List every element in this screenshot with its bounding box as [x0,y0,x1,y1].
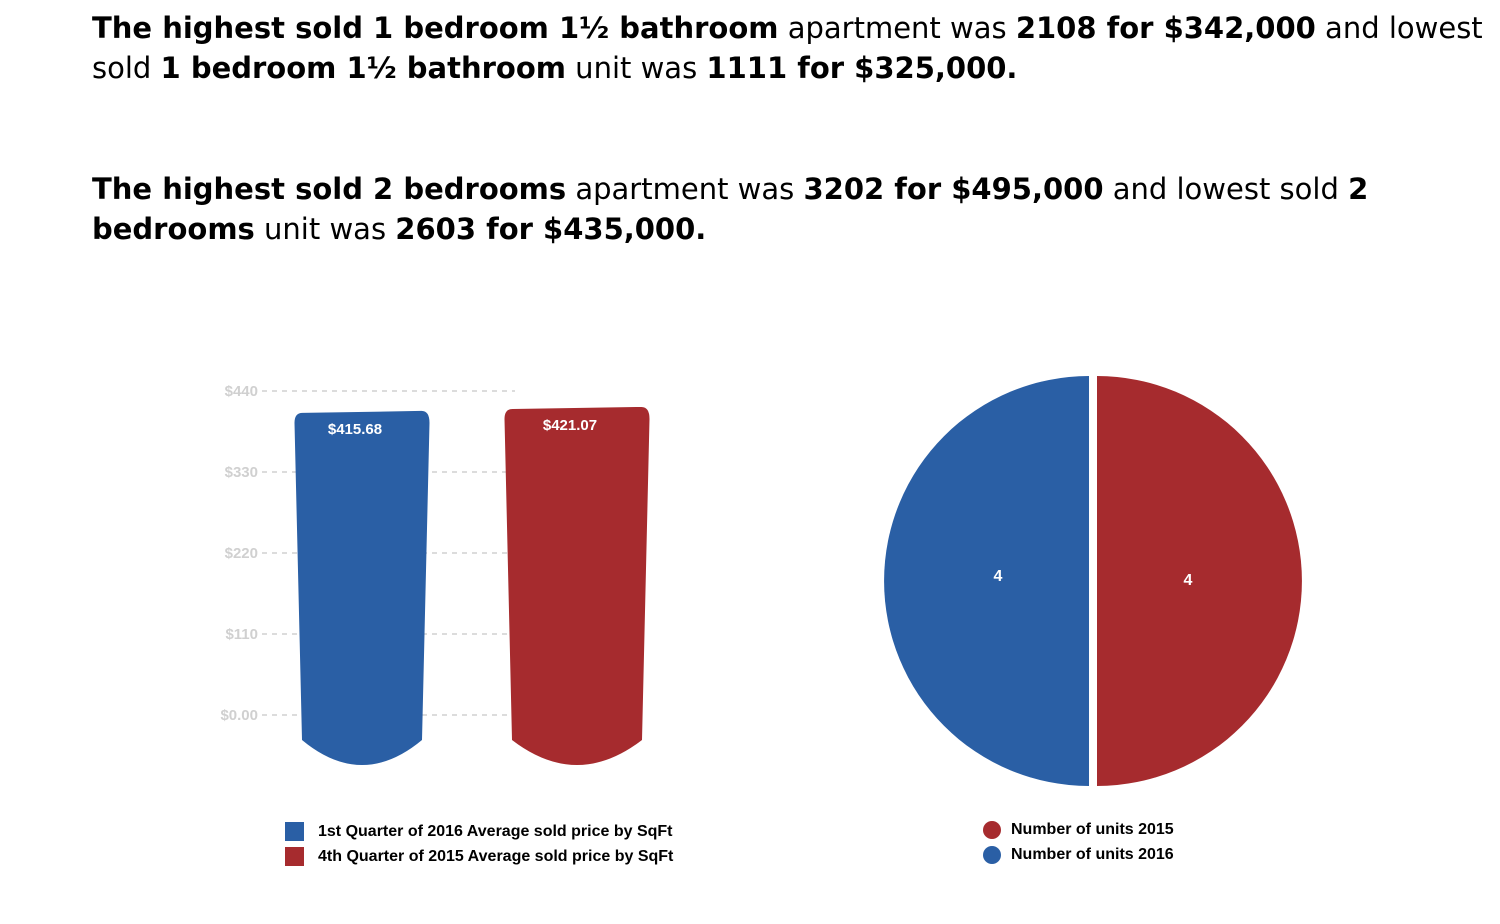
bar-chart: $0.00 $110 $220 $330 $440 $415.68 $421.07 [220,383,650,765]
pie-value-label: 4 [994,568,1003,585]
pie-slice [884,376,1089,786]
legend-label: 4th Quarter of 2015 Average sold price b… [318,847,674,865]
y-tick-label: $0.00 [220,707,258,724]
pie-legend: Number of units 2015 Number of units 2016 [983,817,1174,867]
bar-value-label: $421.07 [543,417,597,434]
text-bold: The highest sold 2 bedrooms [92,172,567,206]
y-tick-label: $330 [225,464,258,481]
text-bold: The highest sold 1 bedroom 1½ bathroom [92,11,779,45]
text-bold: 1111 for $325,000. [706,51,1018,85]
text-bold: 1 bedroom 1½ bathroom [160,51,566,85]
legend-swatch [285,822,304,841]
text-bold: 2108 for $342,000 [1015,11,1316,45]
bar [504,406,650,765]
bar-legend: 1st Quarter of 2016 Average sold price b… [285,819,673,869]
legend-label: 1st Quarter of 2016 Average sold price b… [318,822,673,840]
legend-dot [983,820,1001,839]
legend-dot [983,845,1001,864]
legend-item: Number of units 2016 [983,842,1174,867]
text-plain: unit was [565,51,707,85]
y-tick-label: $110 [225,626,258,643]
bar-value-label: $415.68 [328,421,382,438]
text-bold: 3202 for $495,000 [803,172,1104,206]
legend-item: Number of units 2015 [983,817,1174,842]
bar [294,410,430,765]
summary-1-bedroom: The highest sold 1 bedroom 1½ bathroom a… [92,8,1492,88]
legend-label: Number of units 2016 [1011,845,1174,863]
pie-value-label: 4 [1184,572,1193,589]
y-tick-label: $440 [225,383,258,400]
legend-label: Number of units 2015 [1011,820,1174,838]
y-tick-label: $220 [225,545,258,562]
text-plain: apartment was [566,172,804,206]
pie-slice [1097,376,1302,786]
text-plain: unit was [254,212,396,246]
text-plain: apartment was [778,11,1016,45]
text-plain: and lowest sold [1103,172,1349,206]
text-bold: 2 bedrooms [92,172,1369,246]
legend-swatch [285,847,304,866]
text-plain: and lowest sold [92,11,1483,85]
legend-item: 1st Quarter of 2016 Average sold price b… [285,819,673,844]
legend-item: 4th Quarter of 2015 Average sold price b… [285,844,673,869]
text-bold: 2603 for $435,000. [395,212,707,246]
summary-2-bedrooms: The highest sold 2 bedrooms apartment wa… [92,169,1492,249]
